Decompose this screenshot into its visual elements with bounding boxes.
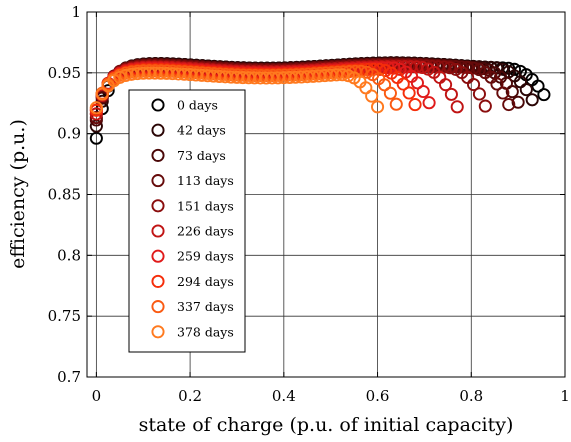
legend-label: 259 days <box>177 249 234 264</box>
legend-label: 113 days <box>177 173 234 188</box>
series-378-days <box>89 66 385 115</box>
legend-label: 151 days <box>177 198 234 213</box>
y-tick-label: 0.9 <box>57 125 81 143</box>
data-point <box>537 88 551 102</box>
legend-marker <box>151 300 165 314</box>
data-point <box>396 77 410 91</box>
legend-label: 0 days <box>177 98 218 113</box>
data-point <box>370 100 385 114</box>
legend-label: 294 days <box>177 274 234 289</box>
y-tick-label: 0.85 <box>48 186 81 204</box>
legend-marker <box>151 148 165 162</box>
legend-marker <box>151 98 165 112</box>
data-point <box>416 84 430 99</box>
y-axis-label: efficiency (p.u.) <box>7 119 29 269</box>
data-point <box>505 85 519 99</box>
x-tick-label: 0.8 <box>459 387 483 405</box>
data-point <box>402 86 416 100</box>
data-point <box>443 61 457 75</box>
data-point <box>466 61 480 75</box>
legend-label: 337 days <box>177 299 234 314</box>
x-axis-label: state of charge (p.u. of initial capacit… <box>139 414 514 436</box>
data-point <box>341 69 355 83</box>
data-point <box>389 97 403 111</box>
legend-label: 42 days <box>177 123 226 138</box>
data-point <box>472 87 486 101</box>
x-tick-label: 0 <box>92 387 102 405</box>
x-tick-label: 1 <box>560 387 570 405</box>
data-point <box>415 60 429 75</box>
y-tick-label: 0.95 <box>48 64 81 82</box>
axis-ticks: 0 0.2 0.4 0.6 0.8 1 0.7 0.75 0.8 0.85 0.9 0.95 1 <box>48 3 570 405</box>
data-point <box>439 78 453 92</box>
data-point <box>496 86 510 100</box>
data-point <box>422 96 436 110</box>
data-point <box>335 68 349 82</box>
data-point <box>519 83 533 97</box>
data-point <box>502 98 516 112</box>
legend-marker <box>151 174 165 188</box>
x-tick-label: 0.6 <box>366 387 390 405</box>
legend: 0 days 42 days 73 days 113 days 151 days 226 … <box>128 89 246 353</box>
data-point <box>378 63 393 78</box>
y-tick-label: 0.75 <box>48 307 81 325</box>
data-point <box>113 70 127 84</box>
data-point <box>408 98 422 112</box>
y-tick-label: 1 <box>71 3 81 21</box>
data-point <box>89 101 103 115</box>
legend-label: 378 days <box>177 324 234 339</box>
data-point <box>365 89 379 103</box>
data-point <box>490 77 504 91</box>
data-point <box>89 111 103 125</box>
data-point <box>89 119 103 133</box>
data-point <box>496 62 510 76</box>
data-point <box>525 93 539 107</box>
y-tick-label: 0.8 <box>57 246 81 264</box>
legend-marker <box>151 249 165 263</box>
x-tick-label: 0.4 <box>272 387 296 405</box>
data-point <box>478 99 492 113</box>
data-point <box>410 76 424 90</box>
legend-marker <box>151 224 165 238</box>
data-point <box>89 107 103 121</box>
legend-label: 226 days <box>177 224 234 239</box>
legend-box <box>128 89 246 353</box>
data-point <box>89 131 103 145</box>
x-tick-label: 0.2 <box>178 387 202 405</box>
data-point <box>360 65 374 79</box>
legend-marker <box>151 199 165 213</box>
y-tick-label: 0.7 <box>57 368 81 386</box>
data-point <box>531 79 545 93</box>
legend-marker <box>151 325 165 339</box>
data-point <box>444 87 458 101</box>
legend-marker <box>151 123 165 137</box>
data-point <box>466 77 481 92</box>
data-markers <box>89 56 551 145</box>
legend-label: 73 days <box>177 148 226 163</box>
data-point <box>511 95 525 109</box>
legend-marker <box>151 274 165 288</box>
data-point <box>450 100 464 114</box>
data-point <box>383 86 397 100</box>
